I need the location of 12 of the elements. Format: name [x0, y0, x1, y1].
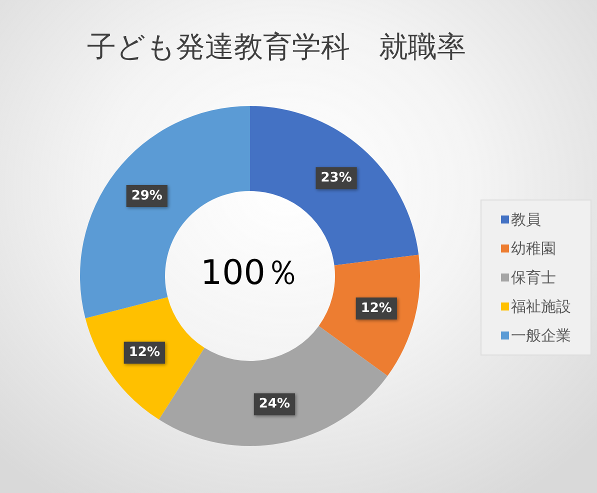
- data-label: 12%: [360, 300, 392, 316]
- chart-title: 子ども発達教育学科 就職率: [87, 30, 466, 64]
- legend-label: 教員: [511, 210, 541, 228]
- legend-label: 一般企業: [511, 326, 571, 344]
- data-label: 24%: [258, 396, 290, 412]
- text: 100％: [200, 253, 300, 293]
- data-label: 23%: [320, 170, 352, 186]
- legend-label: 幼稚園: [511, 240, 556, 258]
- legend-label: 福祉施設: [511, 298, 571, 316]
- legend-label: 保育士: [511, 268, 556, 286]
- data-label: 12%: [128, 345, 160, 360]
- data-label: 29%: [131, 188, 162, 204]
